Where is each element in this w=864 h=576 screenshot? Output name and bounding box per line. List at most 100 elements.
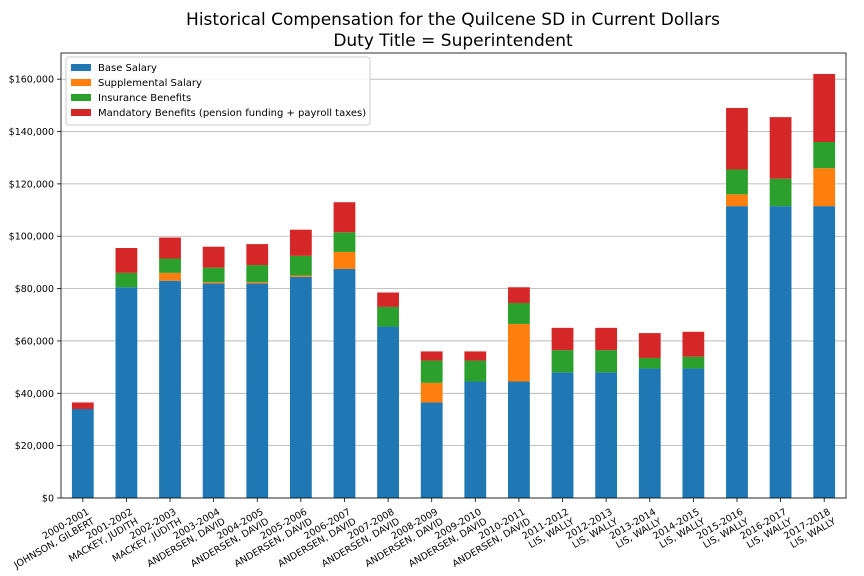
legend-swatch <box>71 109 91 116</box>
bar-segment <box>289 229 312 256</box>
bar-segment <box>420 402 443 498</box>
bar-segment <box>726 169 748 195</box>
bar-segment <box>159 258 181 273</box>
bar-segment <box>202 282 225 284</box>
y-tick-label: $60,000 <box>15 336 54 347</box>
bar-segment <box>333 268 356 498</box>
svg-text:2000-2001JOHNSON, GILBERT: 2000-2001JOHNSON, GILBERT <box>6 507 97 572</box>
svg-text:2014-2015LIS, WALLY: 2014-2015LIS, WALLY <box>651 507 707 552</box>
bar-segment <box>159 280 181 498</box>
legend-swatch <box>71 94 91 101</box>
bar-segment <box>464 351 487 361</box>
y-tick-label: $120,000 <box>9 179 54 190</box>
bar-segment <box>813 168 836 207</box>
bar-segment <box>769 178 792 207</box>
bar-segment <box>551 327 574 351</box>
bar-segment <box>638 368 661 498</box>
legend-label: Base Salary <box>98 63 157 74</box>
svg-text:2012-2013LIS, WALLY: 2012-2013LIS, WALLY <box>564 507 620 552</box>
bar-segment <box>246 282 269 284</box>
bar-segment <box>813 73 836 142</box>
x-tick-label: 2014-2015LIS, WALLY <box>651 507 707 552</box>
bar-segment <box>726 107 748 170</box>
bar-segment <box>420 351 443 361</box>
x-tick-label: 2011-2012LIS, WALLY <box>520 507 576 552</box>
bar-segment <box>508 302 530 324</box>
gridlines <box>61 78 846 499</box>
bar-segment <box>377 292 399 307</box>
x-tick-label: 2013-2014LIS, WALLY <box>608 507 664 552</box>
bar-segment <box>682 331 705 357</box>
svg-text:2013-2014LIS, WALLY: 2013-2014LIS, WALLY <box>608 507 664 552</box>
bar-segment <box>333 251 356 269</box>
bar-segment <box>202 267 225 283</box>
bar-segment <box>71 402 94 409</box>
bar-segment <box>726 206 748 498</box>
bar-segment <box>289 276 312 498</box>
bar-segment <box>289 255 312 276</box>
bar-segment <box>115 287 138 498</box>
bar-segment <box>682 356 705 369</box>
chart-title: Historical Compensation for the Quilcene… <box>186 10 720 30</box>
bar-segment <box>202 246 225 268</box>
bar-segment <box>289 275 312 277</box>
chart-subtitle: Duty Title = Superintendent <box>333 31 573 51</box>
bar-segment <box>246 265 269 283</box>
x-tick-label: 2016-2017LIS, WALLY <box>739 507 795 552</box>
svg-text:2015-2016LIS, WALLY: 2015-2016LIS, WALLY <box>695 507 751 552</box>
bar-segment <box>246 283 269 498</box>
bar-segment <box>551 350 574 373</box>
svg-text:2011-2012LIS, WALLY: 2011-2012LIS, WALLY <box>520 507 576 552</box>
y-tick-label: $140,000 <box>9 127 54 138</box>
bar-segment <box>595 327 618 351</box>
bar-segment <box>246 244 269 266</box>
legend-label: Supplemental Salary <box>98 78 202 89</box>
legend-label: Mandatory Benefits (pension funding + pa… <box>98 108 366 119</box>
bar-segment <box>726 194 748 207</box>
y-tick-label: $100,000 <box>9 232 54 243</box>
x-axis-ticks: 2000-2001JOHNSON, GILBERT2001-2002MACKEY… <box>6 498 838 572</box>
legend: Base Salary Supplemental Salary Insurance … <box>65 56 371 126</box>
bar-segment <box>595 350 618 373</box>
bars-group <box>71 73 836 498</box>
bar-segment <box>464 360 487 382</box>
bar-segment <box>333 202 356 233</box>
y-tick-label: $0 <box>42 494 54 505</box>
y-tick-label: $80,000 <box>15 284 54 295</box>
bar-segment <box>159 272 181 281</box>
x-tick-label: 2000-2001JOHNSON, GILBERT <box>6 507 97 572</box>
bar-segment <box>769 206 792 498</box>
svg-text:2017-2018LIS, WALLY: 2017-2018LIS, WALLY <box>782 507 838 552</box>
bar-segment <box>508 381 530 498</box>
y-tick-label: $40,000 <box>15 389 54 400</box>
bar-segment <box>813 206 836 498</box>
bar-segment <box>159 237 181 259</box>
y-axis-ticks: $0 $20,000 $40,000 $60,000 $80,000 $100,000 $1… <box>9 75 61 505</box>
y-tick-label: $160,000 <box>9 75 54 86</box>
svg-text:2016-2017LIS, WALLY: 2016-2017LIS, WALLY <box>739 507 795 552</box>
plot-frame <box>60 52 847 499</box>
bar-segment <box>638 357 661 369</box>
bar-segment <box>508 323 530 382</box>
bar-segment <box>638 333 661 358</box>
bar-segment <box>420 360 443 383</box>
bar-segment <box>115 272 138 288</box>
bar-segment <box>115 248 138 273</box>
legend-swatch <box>71 64 91 71</box>
bar-segment <box>333 232 356 252</box>
bar-segment <box>551 372 574 498</box>
bar-segment <box>420 382 443 403</box>
bar-segment <box>595 372 618 498</box>
bar-segment <box>769 117 792 179</box>
y-tick-label: $20,000 <box>15 441 54 452</box>
x-tick-label: 2012-2013LIS, WALLY <box>564 507 620 552</box>
axes <box>60 52 847 499</box>
bar-segment <box>464 381 487 498</box>
x-tick-label: 2015-2016LIS, WALLY <box>695 507 751 552</box>
legend-box <box>65 56 371 126</box>
bar-segment <box>508 287 530 303</box>
legend-swatch <box>71 79 91 86</box>
bar-segment <box>202 283 225 498</box>
